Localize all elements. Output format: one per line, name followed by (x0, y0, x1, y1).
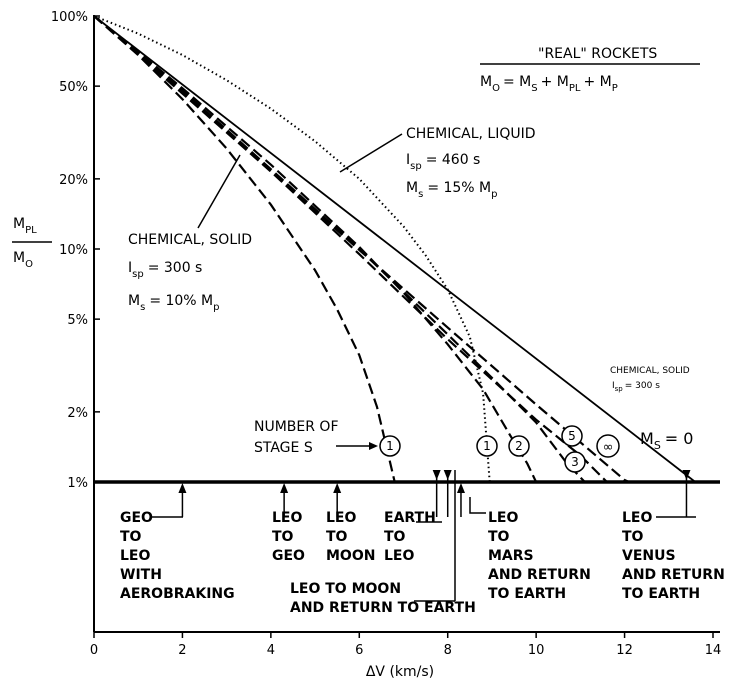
y-tick-label: 50% (59, 80, 88, 95)
mission-label: AND RETURN (622, 567, 725, 583)
mission-label: AEROBRAKING (120, 586, 235, 602)
x-tick-label: 12 (616, 643, 633, 658)
mission-marker: LEO TO VENUS AND RETURN TO EARTH (622, 470, 725, 602)
x-tick-label: 0 (90, 643, 98, 658)
mission-marker: LEO TO MARS AND RETURN TO EARTH (456, 483, 591, 602)
svg-text:5: 5 (568, 429, 576, 443)
annotation-solid-small: CHEMICAL, SOLID Isp = 300 s (610, 366, 690, 393)
mission-label: GEO (120, 510, 153, 526)
mission-label: TO EARTH (488, 586, 566, 602)
svg-text:Isp= 460 s: Isp = 460 s (406, 152, 480, 172)
svg-text:Isp= 300 s: Isp = 300 s (128, 260, 202, 280)
legend-formula: MO = MS + MPL + MP (480, 74, 618, 94)
svg-text:CHEMICAL, SOLID: CHEMICAL, SOLID (128, 232, 252, 248)
mission-label: LEO (272, 510, 302, 526)
svg-text:Isp= 300 s: Isp = 300 s (612, 381, 660, 393)
x-ticks: 0 2 4 6 8 10 12 14 (90, 632, 721, 658)
stage-labels: 1 1 2 5 ∞ 3 (379, 425, 620, 473)
mission-label: TO (384, 529, 406, 545)
x-tick-label: 4 (267, 643, 275, 658)
mission-marker: LEO TO MOON (326, 483, 375, 564)
x-tick-label: 2 (178, 643, 186, 658)
y-tick-label: 2% (67, 406, 88, 421)
mission-marker: LEO TO MOON AND RETURN TO EARTH (290, 470, 476, 616)
mission-label: TO (488, 529, 510, 545)
mission-label: LEO (622, 510, 652, 526)
mission-label: LEO (384, 548, 414, 564)
svg-text:NUMBER OF: NUMBER OF (254, 419, 339, 435)
stage-label: 1 (379, 435, 401, 457)
annotation-solid: CHEMICAL, SOLID Isp = 300 s Ms = 10% Mp (128, 154, 252, 313)
series-line (93, 15, 538, 483)
mission-label: LEO (326, 510, 356, 526)
series-line (93, 15, 696, 483)
y-tick-label: 20% (59, 173, 88, 188)
svg-text:1: 1 (483, 439, 491, 453)
svg-text:Ms= 10% Mp: Ms = 10% Mp (128, 293, 220, 313)
mission-label: TO (326, 529, 348, 545)
svg-text:2: 2 (515, 439, 523, 453)
mission-label: LEO TO MOON (290, 581, 401, 597)
mission-label: TO (120, 529, 142, 545)
svg-text:MO: MO (13, 250, 33, 270)
y-axis-label: MPL MO (12, 216, 52, 270)
legend-title: "REAL" ROCKETS (538, 46, 657, 62)
series-line (93, 15, 630, 484)
mission-marker: GEO TO LEO WITH AEROBRAKING (120, 483, 235, 602)
y-tick-label: 5% (67, 313, 88, 328)
mission-marker: EARTH TO LEO (384, 470, 442, 564)
y-tick-label: 100% (51, 10, 88, 25)
svg-text:3: 3 (571, 455, 579, 469)
annotation-liquid: CHEMICAL, LIQUID Isp = 460 s Ms = 15% Mp (339, 126, 536, 200)
mission-label: VENUS (622, 548, 676, 564)
mission-label: LEO (488, 510, 518, 526)
svg-text:1: 1 (386, 439, 394, 453)
mission-markers: GEO TO LEO WITH AEROBRAKING LEO TO GEO LEO TO MOON… (120, 470, 725, 616)
svg-text:∞: ∞ (603, 440, 614, 455)
x-tick-label: 10 (528, 643, 545, 658)
svg-text:CHEMICAL, LIQUID: CHEMICAL, LIQUID (406, 126, 536, 142)
stage-label: 2 (508, 435, 530, 457)
series-line (93, 15, 396, 483)
mission-label: TO (622, 529, 644, 545)
stages-title: NUMBER OF STAGE S (254, 419, 378, 456)
svg-text:STAGE S: STAGE S (254, 440, 313, 456)
mission-label: GEO (272, 548, 305, 564)
axes (93, 15, 720, 633)
stage-label: 5 (561, 425, 583, 447)
x-tick-label: 8 (444, 643, 452, 658)
svg-text:CHEMICAL, SOLID: CHEMICAL, SOLID (610, 366, 690, 376)
stage-label: 1 (476, 435, 498, 457)
mission-label: EARTH (384, 510, 436, 526)
series-line (93, 15, 586, 483)
series-line (93, 15, 491, 483)
x-axis-label: ΔV (km/s) (366, 664, 434, 680)
svg-text:MPL: MPL (13, 216, 37, 236)
mission-label: WITH (120, 567, 162, 583)
stage-label: 3 (564, 451, 586, 473)
x-tick-label: 6 (355, 643, 363, 658)
stage-label: ∞ (596, 434, 620, 458)
mission-label: TO EARTH (622, 586, 700, 602)
svg-text:Ms= 15% Mp: Ms = 15% Mp (406, 180, 498, 200)
mission-marker: LEO TO GEO (272, 483, 305, 564)
y-tick-label: 1% (67, 476, 88, 491)
y-ticks: 1% 2% 5% 10% 20% 50% 100% (51, 10, 100, 491)
annotation-ms-zero: MS = 0 (640, 429, 693, 452)
legend: "REAL" ROCKETS MO = MS + MPL + MP (480, 46, 700, 94)
svg-text:MS= 0: MS = 0 (640, 429, 693, 452)
y-tick-label: 10% (59, 243, 88, 258)
mission-label: MARS (488, 548, 534, 564)
mission-label: AND RETURN TO EARTH (290, 600, 476, 616)
mission-label: LEO (120, 548, 150, 564)
mission-label: AND RETURN (488, 567, 591, 583)
mission-label: MOON (326, 548, 375, 564)
mission-label: TO (272, 529, 294, 545)
x-tick-label: 14 (705, 643, 722, 658)
